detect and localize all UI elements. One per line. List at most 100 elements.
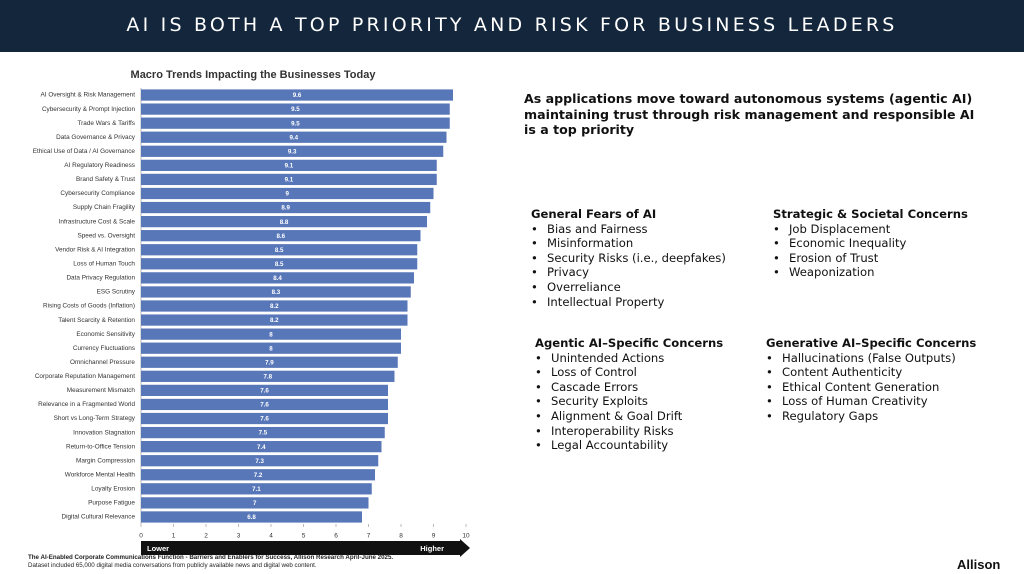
list-item: Economic Inequality [773, 236, 968, 251]
intro-text: As applications move toward autonomous s… [524, 91, 975, 137]
bar [141, 412, 388, 425]
value-label: 6.8 [247, 514, 256, 521]
list-item: Security Exploits [535, 394, 723, 409]
y-tick-label: Data Governance & Privacy [56, 134, 136, 141]
value-label: 7.4 [257, 444, 266, 451]
value-label: 7.3 [255, 458, 264, 465]
list-item: Regulatory Gaps [766, 409, 976, 424]
x-tick-label: 0 [139, 533, 143, 540]
slide-title: AI IS BOTH A TOP PRIORITY AND RISK FOR B… [0, 0, 1024, 52]
section: Strategic & Societal ConcernsJob Displac… [773, 207, 968, 280]
value-label: 7.6 [260, 416, 269, 423]
list-item: Hallucinations (False Outputs) [766, 351, 976, 366]
chart-title: Macro Trends Impacting the Businesses To… [131, 69, 377, 81]
bar [141, 300, 408, 312]
x-tick-label: 7 [367, 533, 371, 540]
list-item: Overreliance [531, 280, 726, 295]
value-label: 8.6 [276, 233, 285, 240]
scale-label-high: Higher [420, 544, 444, 553]
list-item: Ethical Content Generation [766, 380, 976, 395]
section: Agentic AI–Specific ConcernsUnintended A… [535, 336, 723, 453]
list-item: Job Displacement [773, 222, 968, 237]
y-tick-label: Rising Costs of Goods (Inflation) [43, 303, 135, 310]
bar [141, 286, 411, 298]
value-label: 7 [253, 500, 257, 507]
value-label: 8.5 [275, 261, 284, 268]
value-label: 8.3 [272, 289, 281, 296]
list-item: Bias and Fairness [531, 222, 726, 237]
bar [141, 426, 385, 439]
bar [141, 173, 437, 186]
y-tick-label: Loyalty Erosion [91, 486, 135, 493]
list-item: Alignment & Goal Drift [535, 409, 723, 424]
list-item: Weaponization [773, 265, 968, 280]
source-note: The AI-Enabled Corporate Communications … [28, 554, 394, 561]
y-tick-label: Workforce Mental Health [65, 471, 136, 478]
section-heading: Agentic AI–Specific Concerns [535, 336, 724, 350]
section: Generative AI–Specific ConcernsHallucina… [766, 336, 976, 424]
bar [141, 356, 398, 368]
y-tick-label: Brand Safety & Trust [76, 176, 135, 183]
bar [141, 497, 369, 509]
y-tick-label: ESG Scrutiny [97, 289, 136, 296]
bar [141, 103, 450, 115]
value-label: 9.4 [289, 134, 298, 141]
bar [141, 244, 418, 256]
section: General Fears of AIBias and FairnessMisi… [531, 207, 726, 309]
y-tick-label: Cybersecurity & Prompt Injection [42, 106, 136, 113]
value-label: 9.3 [288, 148, 297, 155]
value-label: 8.9 [281, 205, 290, 212]
y-tick-label: Vendor Risk & AI Integration [55, 246, 135, 253]
y-tick-label: Relevance in a Fragmented World [38, 401, 135, 408]
y-tick-label: Measurement Mismatch [67, 387, 136, 394]
y-tick-label: Ethical Use of Data / AI Governance [33, 148, 136, 155]
bar [141, 511, 362, 523]
value-label: 9.1 [285, 177, 294, 184]
y-tick-label: Return-to-Office Tension [66, 443, 135, 450]
bar [141, 398, 388, 411]
bar [141, 117, 450, 129]
list-item: Unintended Actions [535, 351, 723, 366]
bar [141, 469, 375, 481]
x-tick-label: 2 [204, 533, 208, 540]
value-label: 7.5 [259, 430, 268, 437]
bar [141, 131, 447, 143]
dataset-note: Dataset included 65,000 digital media co… [28, 562, 317, 569]
list-item: Legal Accountability [535, 438, 723, 453]
scale-arrow [141, 539, 470, 557]
value-label: 7.6 [260, 402, 269, 409]
value-label: 9.1 [285, 162, 294, 169]
y-tick-label: Speed vs. Oversight [77, 232, 135, 239]
section-heading: Strategic & Societal Concerns [773, 207, 968, 221]
bar [141, 159, 437, 171]
list-item: Privacy [531, 265, 726, 280]
x-tick-label: 3 [237, 533, 241, 540]
x-tick-label: 10 [462, 533, 470, 540]
y-tick-label: Loss of Human Touch [73, 260, 135, 267]
y-tick-label: Margin Compression [76, 457, 135, 464]
bar [141, 314, 408, 326]
x-tick-label: 5 [302, 533, 306, 540]
list-item: Loss of Human Creativity [766, 394, 976, 409]
bar [141, 230, 421, 242]
list-item: Cascade Errors [535, 380, 723, 395]
y-tick-label: Data Privacy Regulation [66, 275, 135, 282]
bar [141, 384, 388, 397]
y-tick-label: AI Oversight & Risk Management [41, 92, 136, 99]
y-tick-label: Currency Fluctuations [73, 345, 135, 352]
bar [141, 215, 427, 228]
list-item: Loss of Control [535, 365, 723, 380]
value-label: 9.5 [291, 120, 300, 127]
y-tick-label: Short vs Long-Term Strategy [54, 415, 136, 422]
x-tick-label: 4 [269, 533, 273, 540]
y-tick-label: Cybersecurity Compliance [60, 190, 135, 197]
value-label: 8.8 [280, 219, 289, 226]
list-item: Interoperability Risks [535, 424, 723, 439]
bar [141, 258, 418, 270]
x-tick-label: 9 [432, 533, 436, 540]
y-tick-label: Innovation Stagnation [73, 429, 135, 436]
y-tick-label: Supply Chain Fragility [73, 204, 136, 211]
value-label: 7.8 [263, 373, 272, 380]
bar [141, 455, 379, 467]
value-label: 9.5 [291, 106, 300, 113]
